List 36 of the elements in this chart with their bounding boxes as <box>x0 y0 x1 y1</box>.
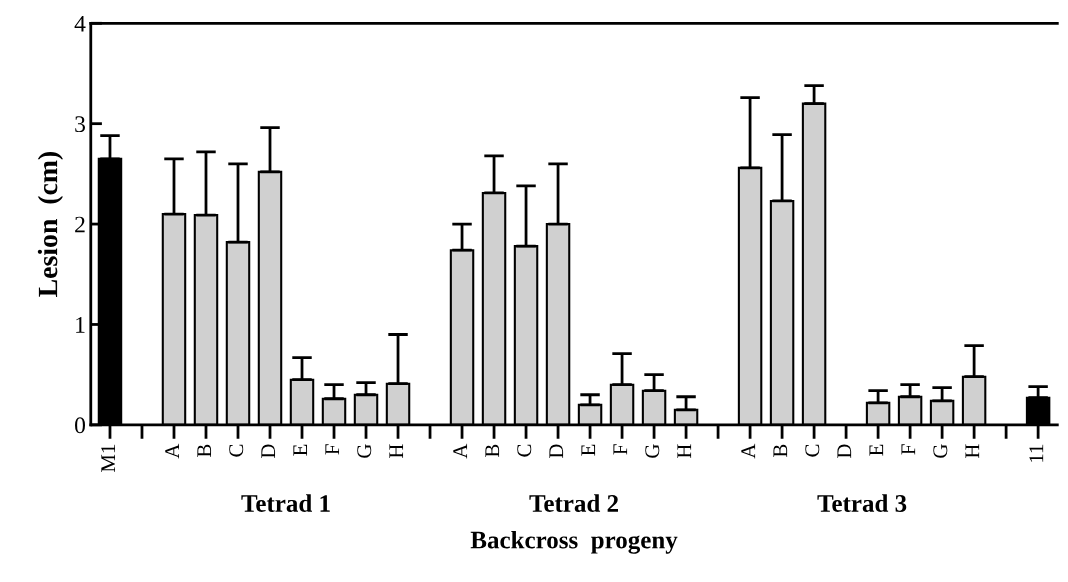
x-tick-label: E <box>293 444 308 456</box>
x-tick-label: F <box>613 444 628 455</box>
x-tick-label: A <box>165 443 179 459</box>
y-tick-label: 1 <box>76 317 85 333</box>
x-tick-label: F <box>325 444 340 455</box>
y-tick-label: 3 <box>75 116 85 133</box>
x-tick-label: 11 <box>1029 444 1044 462</box>
x-tick-label: D <box>261 444 276 459</box>
x-tick-label: D <box>837 444 852 459</box>
x-tick-label: H <box>965 444 980 459</box>
y-tick-label: 0 <box>75 417 86 434</box>
x-tick-label: D <box>549 444 564 459</box>
x-tick-label: A <box>741 443 756 459</box>
x-tick-label: C <box>229 444 244 457</box>
x-tick-label: G <box>357 444 372 458</box>
x-tick-label: E <box>869 444 884 456</box>
x-tick-label: M1 <box>101 444 115 472</box>
text: Tetrad 1 <box>241 494 330 512</box>
text: Tetrad 3 <box>817 494 907 512</box>
x-tick-label: C <box>805 444 820 457</box>
y-tick-label: 4 <box>74 15 86 32</box>
x-axis-title: Backcross progeny <box>470 530 678 554</box>
x-tick-label: E <box>581 444 596 456</box>
x-tick-label: B <box>485 444 500 457</box>
x-tick-label: H <box>389 444 404 459</box>
x-tick-label: F <box>901 444 916 455</box>
y-tick-label: 2 <box>75 216 85 233</box>
text: Tetrad 2 <box>529 494 619 512</box>
x-tick-label: H <box>677 444 692 459</box>
x-tick-label: B <box>773 444 788 457</box>
x-tick-label: A <box>453 443 468 459</box>
x-tick-label: G <box>933 444 948 458</box>
y-axis-title: Lesion (cm) <box>37 152 63 297</box>
x-tick-label: G <box>645 444 660 458</box>
x-tick-label: B <box>197 444 212 457</box>
x-tick-label: C <box>517 444 532 457</box>
